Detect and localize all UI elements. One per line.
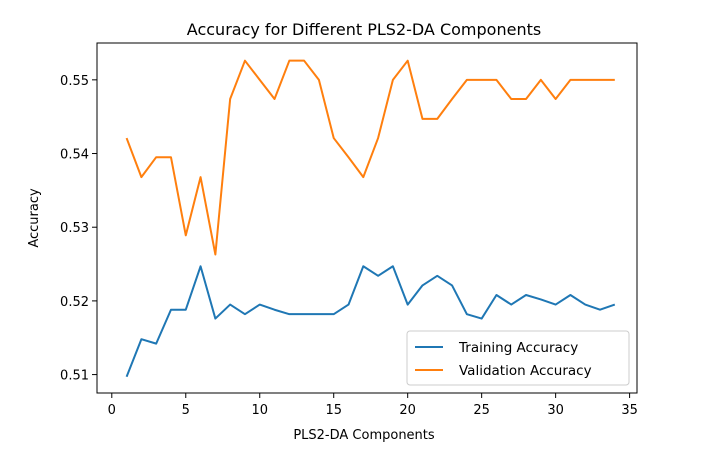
y-axis-ticks: 0.51 0.52 0.53 0.54 0.55 <box>60 74 97 384</box>
x-tick-label: 0 <box>108 403 116 418</box>
x-tick-label: 20 <box>399 403 416 418</box>
plot-frame <box>96 42 638 394</box>
plot-lines <box>125 59 616 378</box>
legend: Training Accuracy Validation Accuracy <box>406 330 630 386</box>
y-axis-label: Accuracy <box>27 188 42 248</box>
y-tick-label: 0.53 <box>60 221 89 236</box>
chart-title: Accuracy for Different PLS2-DA Component… <box>187 20 541 39</box>
x-tick-label: 15 <box>325 403 342 418</box>
y-tick-label: 0.51 <box>60 369 89 384</box>
y-tick-label: 0.54 <box>60 148 89 163</box>
x-tick-label: 25 <box>473 403 490 418</box>
y-tick-label: 0.55 <box>60 74 89 89</box>
y-tick-label: 0.52 <box>60 295 89 310</box>
legend-label-validation: Validation Accuracy <box>459 363 592 379</box>
x-tick-label: 5 <box>182 403 190 418</box>
x-tick-label: 30 <box>547 403 564 418</box>
x-tick-label: 10 <box>251 403 268 418</box>
series-line-training <box>125 265 616 378</box>
legend-box <box>406 330 630 386</box>
x-axis-ticks: 0 5 10 15 20 25 30 35 <box>108 393 638 418</box>
series-line-validation <box>125 59 615 256</box>
legend-label-training: Training Accuracy <box>458 340 578 356</box>
x-tick-label: 35 <box>621 403 638 418</box>
x-axis-label: PLS2-DA Components <box>293 428 435 443</box>
